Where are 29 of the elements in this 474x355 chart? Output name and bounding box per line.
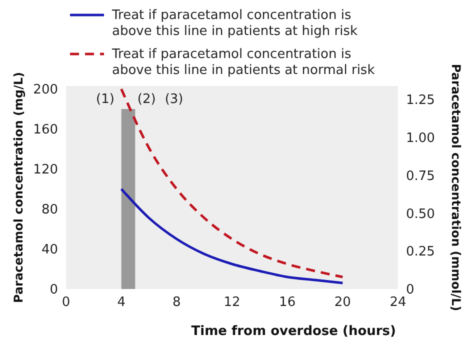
y-tick-label: 200 <box>33 82 58 98</box>
y2-tick-label: 0.25 <box>406 244 435 260</box>
y2-axis-title: Paracetamol concentration (mmol/L) <box>448 64 463 312</box>
x-tick-label: 12 <box>224 295 240 310</box>
x-tick-label: 16 <box>279 295 296 310</box>
y-tick-label: 120 <box>33 162 58 178</box>
x-tick-label: 0 <box>62 295 70 310</box>
legend-label: Treat if paracetamol concentration is above this line in patients at high risk <box>112 8 359 40</box>
y2-tick-label: 1.25 <box>406 93 435 108</box>
x-tick-label: 20 <box>334 295 351 310</box>
x-tick-label: 4 <box>117 295 126 310</box>
annotation: (1) <box>96 92 114 107</box>
y2-tick-label: 1.00 <box>406 131 435 146</box>
line-series <box>120 88 344 278</box>
y-tick-label: 0 <box>50 282 58 298</box>
line-series <box>120 188 344 284</box>
y2-tick-label: 0 <box>406 282 414 298</box>
x-axis-title: Time from overdose (hours) <box>191 324 396 339</box>
annotation: (2) <box>137 92 156 107</box>
x-tick-label: 8 <box>172 295 181 310</box>
y-axis-title: Paracetamol concentration (mg/L) <box>11 72 26 304</box>
x-tick-label: 24 <box>390 295 406 310</box>
y2-tick-label: 0.75 <box>406 168 435 184</box>
y-tick-label: 40 <box>41 242 58 258</box>
y-tick-label: 80 <box>41 202 58 218</box>
y2-tick-label: 0.50 <box>406 206 435 222</box>
y-tick-label: 160 <box>33 122 58 138</box>
legend-label: Treat if paracetamol concentration is above this line in patients at normal risk <box>112 47 376 79</box>
annotation: (3) <box>164 92 184 107</box>
